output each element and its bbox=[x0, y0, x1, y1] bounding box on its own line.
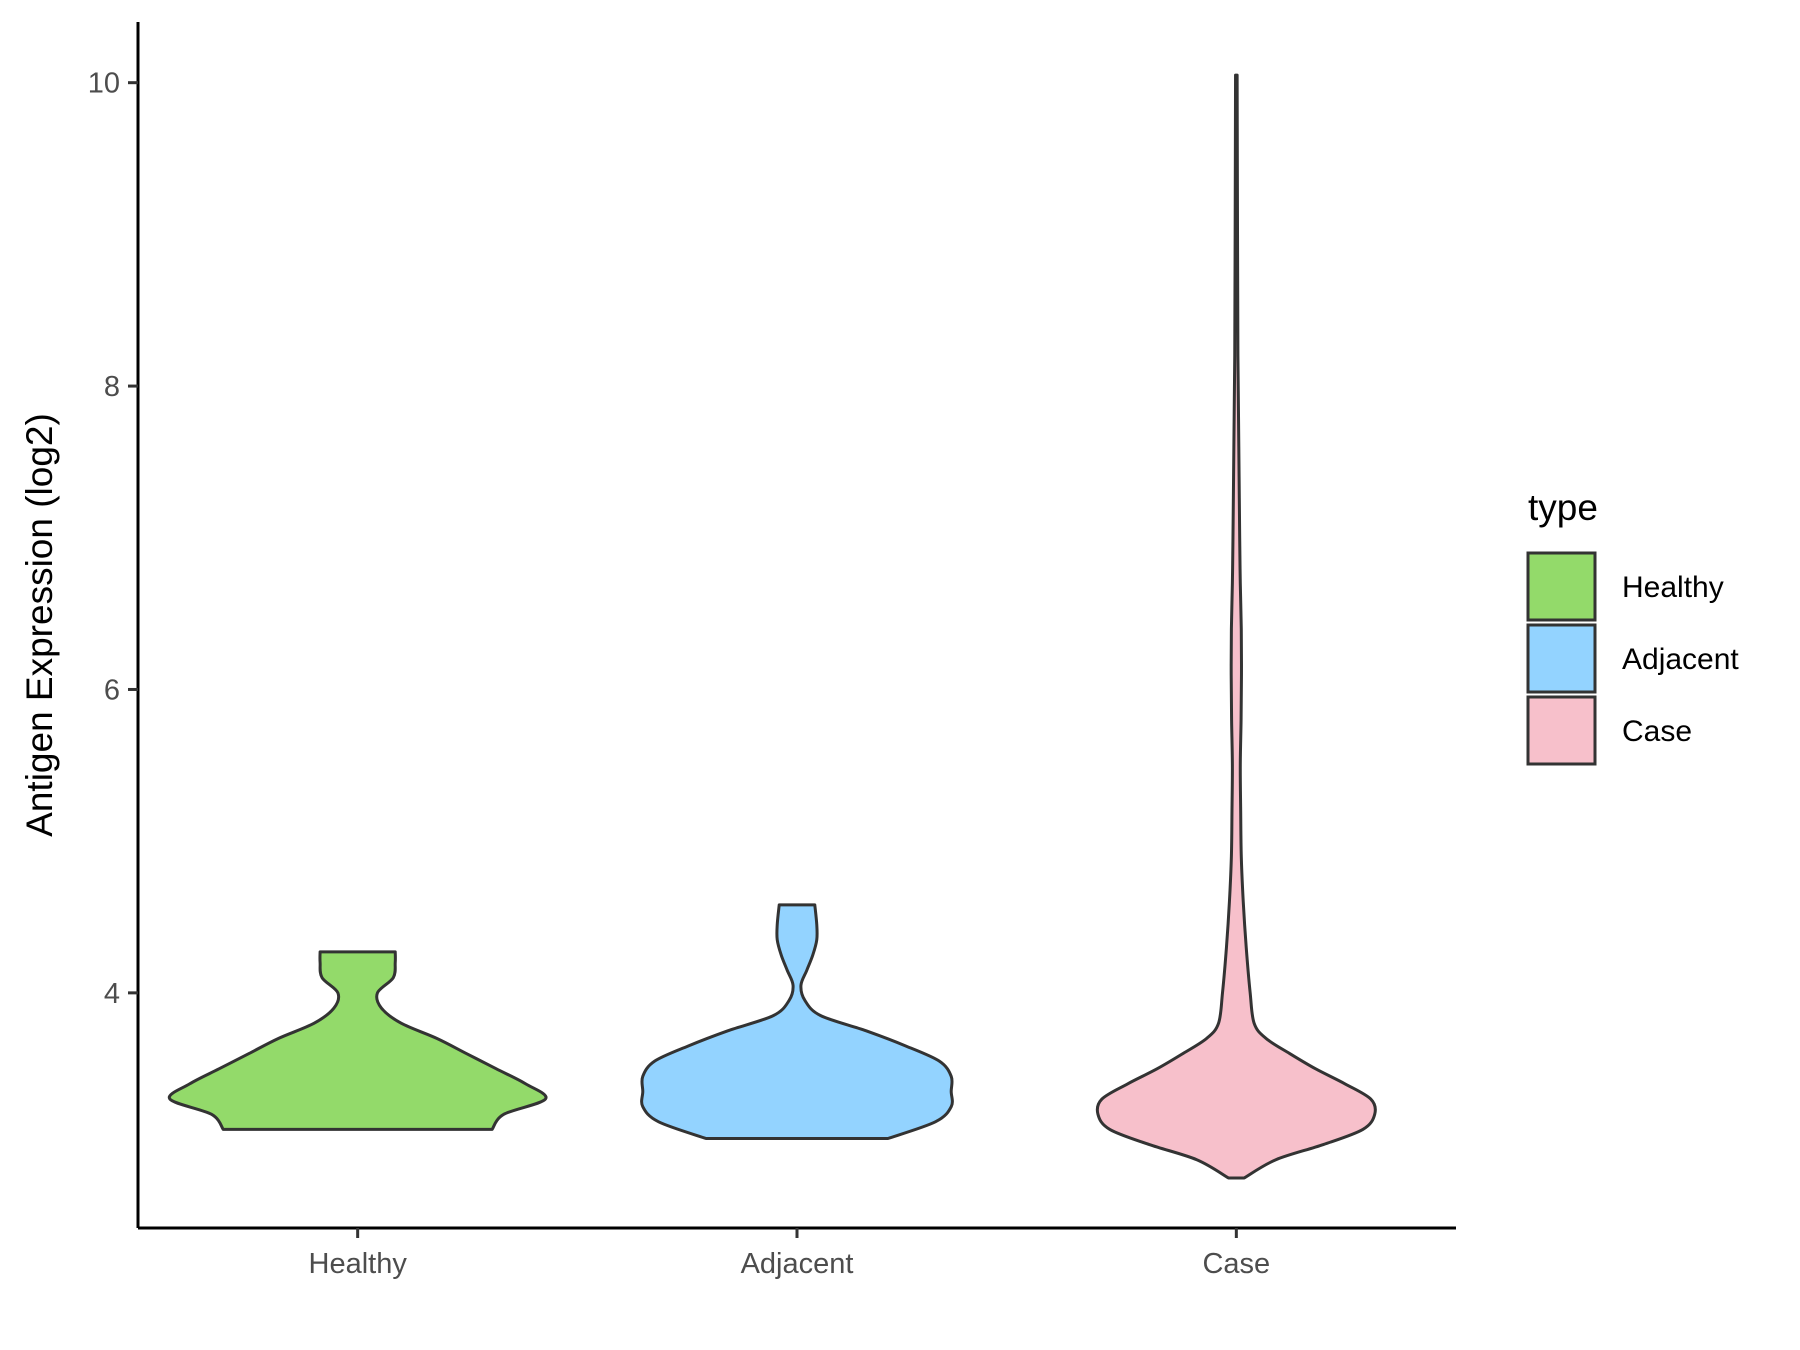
legend-swatch-case bbox=[1526, 695, 1597, 766]
violins-layer bbox=[167, 73, 1377, 1180]
y-tick-label: 8 bbox=[104, 371, 120, 403]
violin-case bbox=[1095, 73, 1377, 1180]
y-tick-label: 10 bbox=[88, 68, 120, 100]
y-tick-label: 4 bbox=[104, 978, 120, 1010]
violin-healthy bbox=[167, 950, 548, 1131]
legend-swatch-healthy bbox=[1526, 551, 1597, 622]
legend-label-healthy: Healthy bbox=[1622, 571, 1724, 604]
legend-swatch-adjacent bbox=[1526, 623, 1597, 694]
x-tick-label: Healthy bbox=[309, 1248, 408, 1280]
legend-title: type bbox=[1528, 487, 1598, 528]
y-tick-label: 6 bbox=[104, 674, 120, 706]
y-axis-title: Antigen Expression (log2) bbox=[19, 413, 60, 837]
legend-label-adjacent: Adjacent bbox=[1622, 643, 1739, 676]
x-axis-ticks: Healthy Adjacent Case bbox=[309, 1228, 1270, 1280]
y-axis-ticks: 4 6 8 10 bbox=[88, 68, 138, 1010]
x-tick-label: Adjacent bbox=[741, 1248, 854, 1280]
legend: Healthy Adjacent Case bbox=[1526, 551, 1739, 766]
violin-adjacent bbox=[640, 903, 954, 1140]
legend-label-case: Case bbox=[1622, 715, 1692, 748]
x-tick-label: Case bbox=[1202, 1248, 1270, 1280]
